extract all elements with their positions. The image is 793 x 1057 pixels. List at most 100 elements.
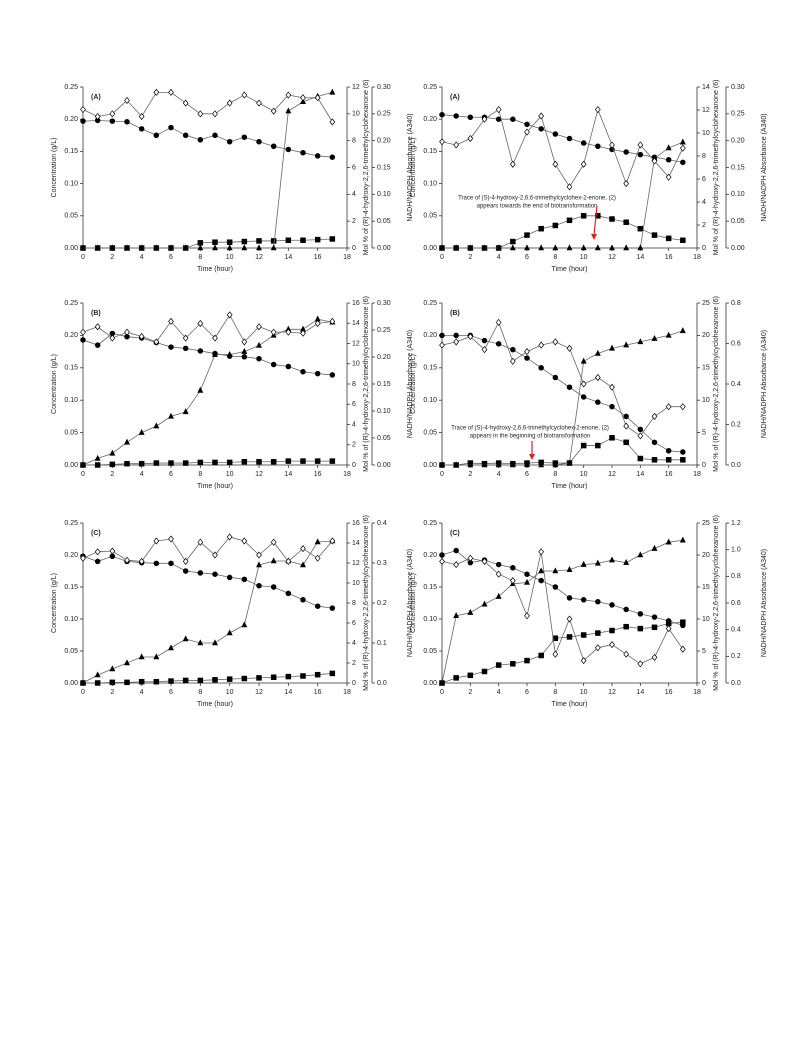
series-line <box>441 114 683 163</box>
x-tick-label: 16 <box>314 254 322 261</box>
x-tick-label: 10 <box>580 471 588 478</box>
marker-circle <box>566 135 573 142</box>
y3-tick-label: 1.0 <box>731 547 741 554</box>
marker-diamond <box>679 144 686 152</box>
x-tick-label: 12 <box>608 689 616 696</box>
annotation: Trace of (S)-4-hydroxy-2,6,6-trimethylcy… <box>458 196 616 202</box>
y2-axis-label: Mol % of (R)-4-hydroxy-2,2,6-trimethylcy… <box>363 80 370 256</box>
x-tick-label: 2 <box>110 689 114 696</box>
marker-square <box>153 678 160 685</box>
marker-diamond <box>226 533 233 541</box>
marker-diamond <box>453 338 460 346</box>
marker-diamond <box>481 557 488 565</box>
marker-triangle <box>241 621 248 628</box>
marker-diamond <box>109 547 116 555</box>
marker-triangle <box>109 665 116 672</box>
y2-tick-label: 6 <box>352 620 356 627</box>
marker-circle <box>510 346 516 353</box>
marker-triangle <box>580 560 587 567</box>
x-tick-label: 6 <box>169 254 173 261</box>
y-tick-label: 0.10 <box>64 180 78 187</box>
y3-tick-label: 0.10 <box>731 191 745 198</box>
y2-tick-label: 8 <box>352 381 356 388</box>
marker-square <box>314 671 321 678</box>
marker-square <box>623 623 629 630</box>
series-line <box>82 540 333 684</box>
x-tick-label: 2 <box>468 254 472 261</box>
marker-square <box>623 219 629 225</box>
y3-tick-label: 0.8 <box>731 573 741 580</box>
marker-diamond <box>651 653 658 661</box>
x-tick-label: 2 <box>110 471 114 478</box>
x-tick-label: 8 <box>553 254 557 261</box>
marker-triangle <box>467 244 474 251</box>
marker-diamond <box>538 548 545 556</box>
marker-triangle <box>524 461 530 468</box>
marker-circle <box>524 571 530 577</box>
marker-square <box>481 668 488 675</box>
marker-circle <box>439 552 445 558</box>
marker-diamond <box>256 551 262 559</box>
y3-tick-label: 0.30 <box>377 84 391 91</box>
marker-circle <box>665 157 672 163</box>
y3-tick-label: 0.6 <box>731 340 741 347</box>
marker-triangle <box>153 244 160 251</box>
x-tick-label: 12 <box>608 254 616 261</box>
marker-square <box>510 661 516 667</box>
marker-triangle <box>109 244 116 251</box>
marker-triangle <box>637 338 644 345</box>
marker-circle <box>495 341 502 347</box>
marker-circle <box>524 355 530 361</box>
y3-tick-label: 0.00 <box>377 462 391 469</box>
marker-triangle <box>538 567 545 574</box>
y3-tick-label: 0.1 <box>377 640 387 647</box>
x-axis-label: Time (hour) <box>197 701 233 708</box>
marker-square <box>538 652 544 659</box>
marker-square <box>566 217 573 224</box>
marker-triangle <box>138 428 145 435</box>
marker-diamond <box>197 319 204 328</box>
x-tick-label: 2 <box>110 254 114 261</box>
marker-diamond <box>439 138 445 146</box>
marker-circle <box>256 582 262 589</box>
marker-square <box>270 459 277 465</box>
marker-triangle <box>679 327 686 334</box>
marker-triangle <box>651 334 658 341</box>
marker-circle <box>270 584 277 590</box>
x-tick-label: 8 <box>198 471 202 478</box>
marker-diamond <box>495 105 502 114</box>
marker-circle <box>651 614 658 620</box>
series-line <box>82 536 333 563</box>
marker-circle <box>552 131 559 137</box>
y3-tick-label: 0.05 <box>731 218 745 225</box>
marker-diamond <box>314 554 321 562</box>
marker-circle <box>314 153 321 159</box>
marker-triangle <box>197 639 204 646</box>
marker-diamond <box>453 141 460 149</box>
x-tick-label: 14 <box>284 471 292 478</box>
y-tick-label: 0.25 <box>423 84 437 91</box>
marker-triangle <box>124 438 130 445</box>
y3-tick-label: 0.05 <box>377 218 391 225</box>
marker-diamond <box>138 112 145 121</box>
x-tick-label: 18 <box>693 689 701 696</box>
panel-label: (B) <box>91 310 101 317</box>
marker-diamond <box>94 548 101 556</box>
marker-circle <box>453 332 459 339</box>
marker-circle <box>212 571 218 577</box>
marker-square <box>300 673 306 679</box>
y-tick-label: 0.20 <box>64 332 78 339</box>
marker-triangle <box>594 349 601 356</box>
marker-triangle <box>495 244 502 251</box>
marker-triangle <box>594 559 601 566</box>
marker-circle <box>439 332 445 339</box>
y2-tick-label: 10 <box>352 111 360 118</box>
marker-diamond <box>467 134 474 143</box>
marker-diamond <box>285 328 292 336</box>
marker-triangle <box>329 88 336 95</box>
marker-diamond <box>609 641 615 649</box>
y2-tick-label: 4 <box>352 421 356 428</box>
series-line <box>83 238 333 249</box>
marker-diamond <box>80 554 86 562</box>
marker-triangle <box>94 671 101 678</box>
